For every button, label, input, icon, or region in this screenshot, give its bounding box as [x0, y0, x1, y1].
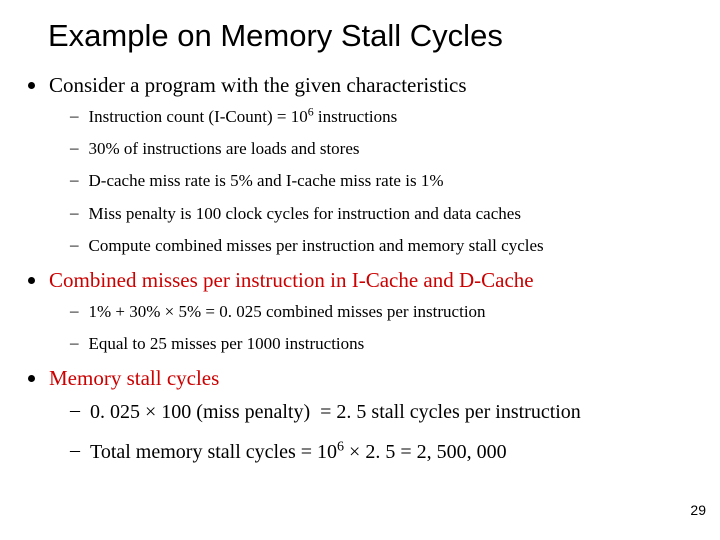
sub-item: –Total memory stall cycles = 106 × 2. 5 …	[70, 439, 692, 465]
sub-list: –1% + 30% × 5% = 0. 025 combined misses …	[70, 301, 692, 355]
dash-icon: –	[70, 235, 79, 255]
sub-text: Total memory stall cycles = 106 × 2. 5 =…	[90, 439, 507, 465]
dash-icon: –	[70, 399, 80, 422]
slide: Example on Memory Stall Cycles Consider …	[0, 0, 720, 465]
bullet-text: Consider a program with the given charac…	[49, 72, 467, 98]
bullet-item: Consider a program with the given charac…	[28, 72, 692, 98]
bullet-item: Memory stall cycles	[28, 365, 692, 391]
bullet-text: Memory stall cycles	[49, 365, 219, 391]
bullet-dot-icon	[28, 82, 35, 89]
sub-text: Instruction count (I-Count) = 106 instru…	[89, 106, 398, 128]
dash-icon: –	[70, 138, 79, 158]
bullet-text: Combined misses per instruction in I-Cac…	[49, 267, 534, 293]
dash-icon: –	[70, 106, 79, 126]
dash-icon: –	[70, 333, 79, 353]
sub-list: –Instruction count (I-Count) = 106 instr…	[70, 106, 692, 256]
sub-item: –0. 025 × 100 (miss penalty) = 2. 5 stal…	[70, 399, 692, 425]
bullet-item: Combined misses per instruction in I-Cac…	[28, 267, 692, 293]
dash-icon: –	[70, 203, 79, 223]
sub-text: D-cache miss rate is 5% and I-cache miss…	[89, 170, 444, 192]
sub-item: –Equal to 25 misses per 1000 instruction…	[70, 333, 692, 355]
page-number: 29	[690, 502, 706, 518]
sub-item: –Miss penalty is 100 clock cycles for in…	[70, 203, 692, 225]
sub-list: –0. 025 × 100 (miss penalty) = 2. 5 stal…	[70, 399, 692, 465]
sub-text: Compute combined misses per instruction …	[89, 235, 544, 257]
sub-item: –Compute combined misses per instruction…	[70, 235, 692, 257]
bullet-list: Consider a program with the given charac…	[28, 72, 692, 465]
sub-item: –D-cache miss rate is 5% and I-cache mis…	[70, 170, 692, 192]
dash-icon: –	[70, 170, 79, 190]
sub-text: Equal to 25 misses per 1000 instructions	[89, 333, 365, 355]
sub-text: 30% of instructions are loads and stores	[89, 138, 360, 160]
bullet-dot-icon	[28, 277, 35, 284]
slide-title: Example on Memory Stall Cycles	[48, 18, 692, 54]
sub-item: –30% of instructions are loads and store…	[70, 138, 692, 160]
sub-item: –1% + 30% × 5% = 0. 025 combined misses …	[70, 301, 692, 323]
bullet-dot-icon	[28, 375, 35, 382]
dash-icon: –	[70, 301, 79, 321]
sub-item: –Instruction count (I-Count) = 106 instr…	[70, 106, 692, 128]
sub-text: Miss penalty is 100 clock cycles for ins…	[89, 203, 521, 225]
sub-text: 1% + 30% × 5% = 0. 025 combined misses p…	[89, 301, 486, 323]
dash-icon: –	[70, 439, 80, 462]
sub-text: 0. 025 × 100 (miss penalty) = 2. 5 stall…	[90, 399, 581, 425]
